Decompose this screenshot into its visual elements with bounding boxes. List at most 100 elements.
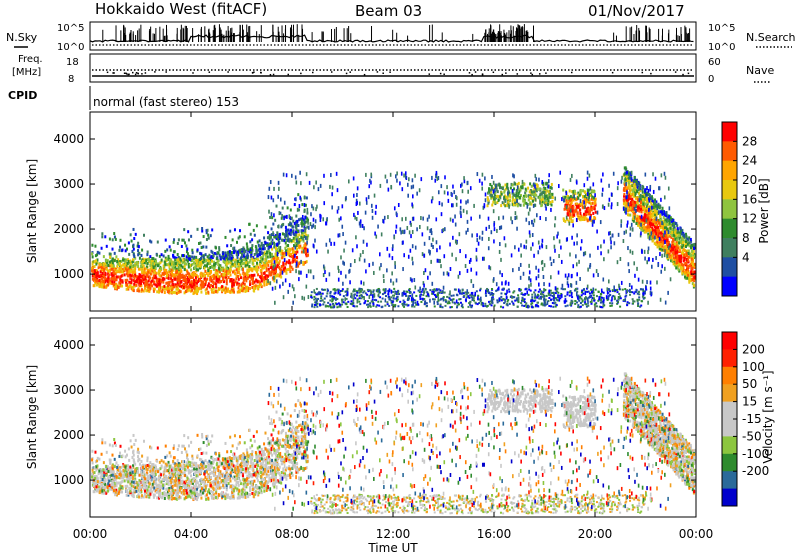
power-point [317, 292, 320, 295]
power-point [528, 190, 531, 194]
power-point [99, 281, 102, 285]
power-point [218, 280, 221, 284]
power-point [191, 258, 194, 262]
power-point [100, 277, 103, 281]
power-point [120, 280, 123, 284]
power-point [342, 301, 345, 304]
power-point [211, 264, 214, 268]
power-point [301, 234, 304, 238]
power-point [650, 200, 653, 204]
power-point [572, 213, 575, 217]
power-point [221, 288, 224, 292]
power-point [256, 279, 259, 283]
power-point [230, 253, 233, 257]
power-point [264, 225, 267, 229]
power-point [602, 305, 605, 308]
power-point [625, 175, 628, 179]
power-point [395, 293, 398, 296]
power-point [626, 304, 629, 307]
power-point [341, 288, 344, 291]
power-point [649, 217, 652, 221]
power-point [178, 278, 181, 282]
power-point [569, 290, 572, 293]
power-point [174, 283, 177, 287]
power-point [165, 263, 168, 267]
power-point [182, 277, 185, 281]
power-point [452, 298, 455, 301]
power-point [242, 287, 245, 291]
power-point [536, 295, 539, 298]
power-point [275, 250, 278, 254]
power-point [222, 252, 225, 256]
power-point [295, 235, 298, 239]
power-point [152, 266, 155, 270]
power-point [206, 262, 209, 266]
power-point [509, 186, 512, 190]
power-point [188, 281, 191, 285]
power-point [674, 236, 677, 240]
power-point [502, 306, 505, 309]
power-point [353, 290, 356, 293]
power-point [590, 197, 593, 201]
power-point [682, 247, 685, 251]
power-point [356, 298, 359, 301]
power-point [179, 262, 182, 266]
power-point [321, 292, 324, 295]
power-point [138, 289, 141, 293]
power-point [297, 229, 300, 233]
power-point [376, 288, 379, 291]
freq-dot [300, 72, 302, 75]
power-point [111, 280, 114, 284]
power-point [422, 287, 425, 290]
power-point [121, 284, 124, 288]
power-point [196, 264, 199, 268]
power-point [163, 268, 166, 272]
power-point [241, 285, 244, 289]
power-point [223, 260, 226, 264]
power-point [467, 305, 470, 308]
power-point [280, 225, 283, 229]
freq-dot [530, 72, 532, 74]
power-point [674, 244, 677, 248]
power-point [246, 245, 249, 249]
power-point [600, 296, 603, 299]
power-point [249, 275, 252, 279]
power-point [616, 302, 619, 305]
power-point [333, 292, 336, 295]
power-point [180, 269, 183, 273]
power-point [516, 183, 519, 187]
power-point [105, 261, 108, 265]
power-point [237, 277, 240, 281]
power-point [515, 196, 518, 200]
nsearch-tick-bottom: 10^0 [708, 42, 735, 53]
power-point [156, 262, 159, 266]
power-point [160, 253, 163, 257]
power-point [207, 290, 210, 294]
power-point [277, 240, 280, 244]
power-point [248, 260, 251, 264]
power-point [649, 206, 652, 210]
power-point [689, 237, 692, 241]
power-point [229, 279, 232, 283]
power-point [173, 238, 176, 242]
power-point [260, 251, 263, 255]
power-point [262, 266, 265, 270]
power-point [251, 276, 254, 280]
power-point [249, 248, 252, 252]
power-point [237, 262, 240, 266]
power-point [107, 283, 110, 287]
power-point [257, 265, 260, 269]
power-point [569, 302, 572, 305]
power-point [183, 262, 186, 266]
power-point [275, 235, 278, 239]
power-point [488, 187, 491, 191]
power-point [150, 259, 153, 263]
power-point [329, 304, 332, 307]
power-point [540, 198, 543, 202]
station-title: Hokkaido West (fitACF) [95, 0, 267, 18]
power-point [271, 238, 274, 242]
power-point [538, 297, 541, 300]
power-point [680, 240, 683, 244]
power-point [616, 300, 619, 303]
